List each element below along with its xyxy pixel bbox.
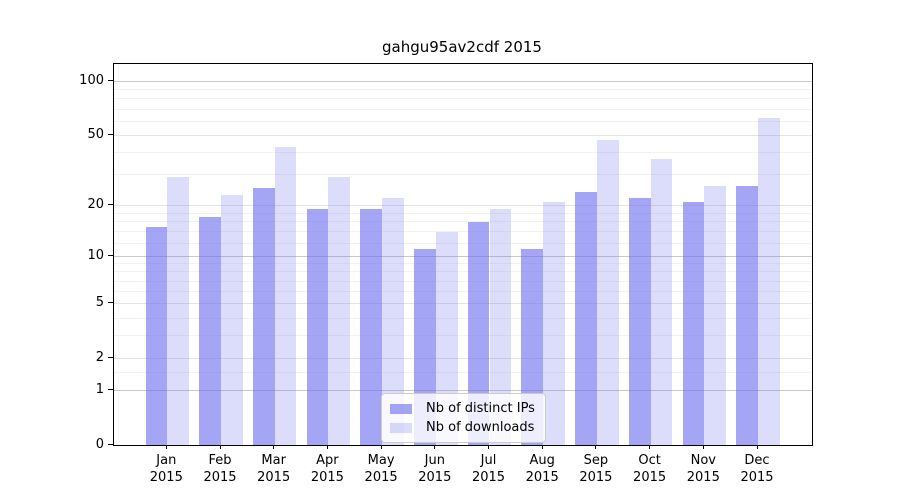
bar-nb-of-distinct-ips-nov — [682, 201, 705, 445]
y-tick-label-50: 50 — [87, 126, 104, 142]
y-tick-mark-20 — [108, 203, 113, 205]
x-tick-mark-jun — [434, 445, 436, 449]
bar-nb-of-downloads-apr — [328, 177, 351, 445]
x-tick-label-oct: Oct 2015 — [633, 453, 667, 485]
y-tick-label-10: 10 — [87, 247, 104, 263]
gridline-10 — [114, 255, 812, 257]
legend-item-downloads: Nb of downloads — [390, 418, 535, 437]
bar-nb-of-downloads-jul — [489, 209, 512, 445]
y-tick-mark-10 — [108, 254, 113, 256]
y-tick-mark-5 — [108, 302, 113, 304]
x-tick-mark-sep — [595, 445, 597, 449]
x-tick-mark-nov — [702, 445, 704, 449]
x-tick-mark-jan — [165, 445, 167, 449]
x-tick-label-jan: Jan 2015 — [149, 453, 183, 485]
gridline-minor — [114, 108, 812, 110]
x-tick-mark-aug — [541, 445, 543, 449]
y-tick-label-20: 20 — [87, 196, 104, 212]
bar-nb-of-downloads-sep — [596, 140, 619, 445]
x-tick-mark-jul — [488, 445, 489, 449]
y-tick-label-1: 1 — [95, 381, 104, 397]
gridline-minor — [114, 263, 812, 265]
bar-nb-of-downloads-dec — [758, 117, 780, 445]
gridline-minor — [114, 98, 812, 100]
gridline-minor — [114, 271, 812, 273]
bar-nb-of-distinct-ips-may — [360, 209, 383, 445]
x-tick-label-jul: Jul 2015 — [471, 453, 506, 485]
bar-nb-of-distinct-ips-mar — [252, 188, 275, 445]
x-tick-mark-apr — [326, 445, 328, 449]
gridline-minor — [114, 152, 812, 154]
bar-nb-of-downloads-jan — [167, 177, 190, 445]
y-tick-mark-100 — [108, 80, 113, 82]
legend-item-distinct-ips: Nb of distinct IPs — [390, 399, 535, 418]
bar-nb-of-downloads-may — [382, 198, 404, 445]
legend-swatch-distinct-ips — [390, 403, 412, 414]
x-tick-mark-mar — [273, 445, 275, 449]
bar-nb-of-distinct-ips-dec — [736, 185, 758, 445]
bar-nb-of-distinct-ips-jul — [467, 221, 490, 445]
y-tick-mark-1 — [108, 388, 113, 390]
y-tick-label-2: 2 — [95, 349, 104, 365]
y-tick-mark-50 — [108, 133, 113, 135]
x-tick-label-jun: Jun 2015 — [418, 453, 452, 485]
y-tick-mark-2 — [108, 356, 113, 358]
gridline-minor — [114, 335, 812, 337]
gridline-minor — [114, 242, 812, 244]
bar-nb-of-downloads-mar — [274, 147, 297, 445]
bar-nb-of-downloads-feb — [221, 194, 243, 445]
x-tick-label-mar: Mar 2015 — [257, 453, 291, 485]
gridline-minor — [114, 89, 812, 91]
legend-label-downloads: Nb of downloads — [426, 420, 535, 435]
bar-nb-of-downloads-aug — [543, 201, 565, 445]
legend-label-distinct-ips: Nb of distinct IPs — [426, 401, 535, 416]
gridline-100 — [114, 81, 812, 83]
x-tick-label-sep: Sep 2015 — [579, 453, 613, 485]
x-tick-mark-oct — [649, 445, 651, 449]
bar-nb-of-distinct-ips-jan — [145, 226, 168, 445]
bar-nb-of-distinct-ips-feb — [199, 217, 221, 445]
x-tick-label-feb: Feb 2015 — [203, 453, 237, 485]
gridline-minor — [114, 120, 812, 122]
x-tick-label-aug: Aug 2015 — [525, 453, 559, 485]
gridline-minor — [114, 280, 812, 282]
bar-nb-of-distinct-ips-sep — [575, 191, 597, 445]
gridline-minor — [114, 221, 812, 223]
gridline-50 — [114, 134, 812, 136]
gridline-5 — [114, 303, 812, 305]
gridline-minor — [114, 231, 812, 233]
legend: Nb of distinct IPs Nb of downloads — [381, 393, 546, 443]
bar-nb-of-downloads-nov — [704, 185, 727, 445]
y-tick-label-5: 5 — [95, 295, 104, 311]
x-tick-mark-may — [380, 445, 382, 449]
gridline-minor — [114, 317, 812, 319]
gridline-minor — [114, 291, 812, 293]
bar-nb-of-distinct-ips-oct — [628, 198, 651, 445]
x-tick-label-apr: Apr 2015 — [310, 453, 344, 485]
y-tick-label-0: 0 — [95, 436, 104, 452]
bar-nb-of-distinct-ips-apr — [306, 209, 329, 445]
x-tick-label-nov: Nov 2015 — [686, 453, 720, 485]
gridline-minor — [114, 372, 812, 374]
legend-swatch-downloads — [390, 422, 412, 433]
gridline-20 — [114, 204, 812, 206]
gridline-2 — [114, 357, 812, 359]
x-tick-mark-dec — [756, 445, 758, 449]
y-tick-mark-0 — [108, 443, 113, 445]
gridline-1 — [114, 389, 812, 391]
gridline-minor — [114, 174, 812, 176]
bar-nb-of-downloads-oct — [650, 158, 673, 445]
bar-nb-of-downloads-jun — [435, 231, 458, 445]
x-tick-label-dec: Dec 2015 — [740, 453, 774, 485]
x-tick-mark-feb — [219, 445, 221, 449]
gridline-minor — [114, 212, 812, 214]
y-tick-label-100: 100 — [79, 73, 104, 89]
chart-title: gahgu95av2cdf 2015 — [382, 38, 542, 56]
plot-area — [113, 63, 813, 446]
x-tick-label-may: May 2015 — [364, 453, 398, 485]
